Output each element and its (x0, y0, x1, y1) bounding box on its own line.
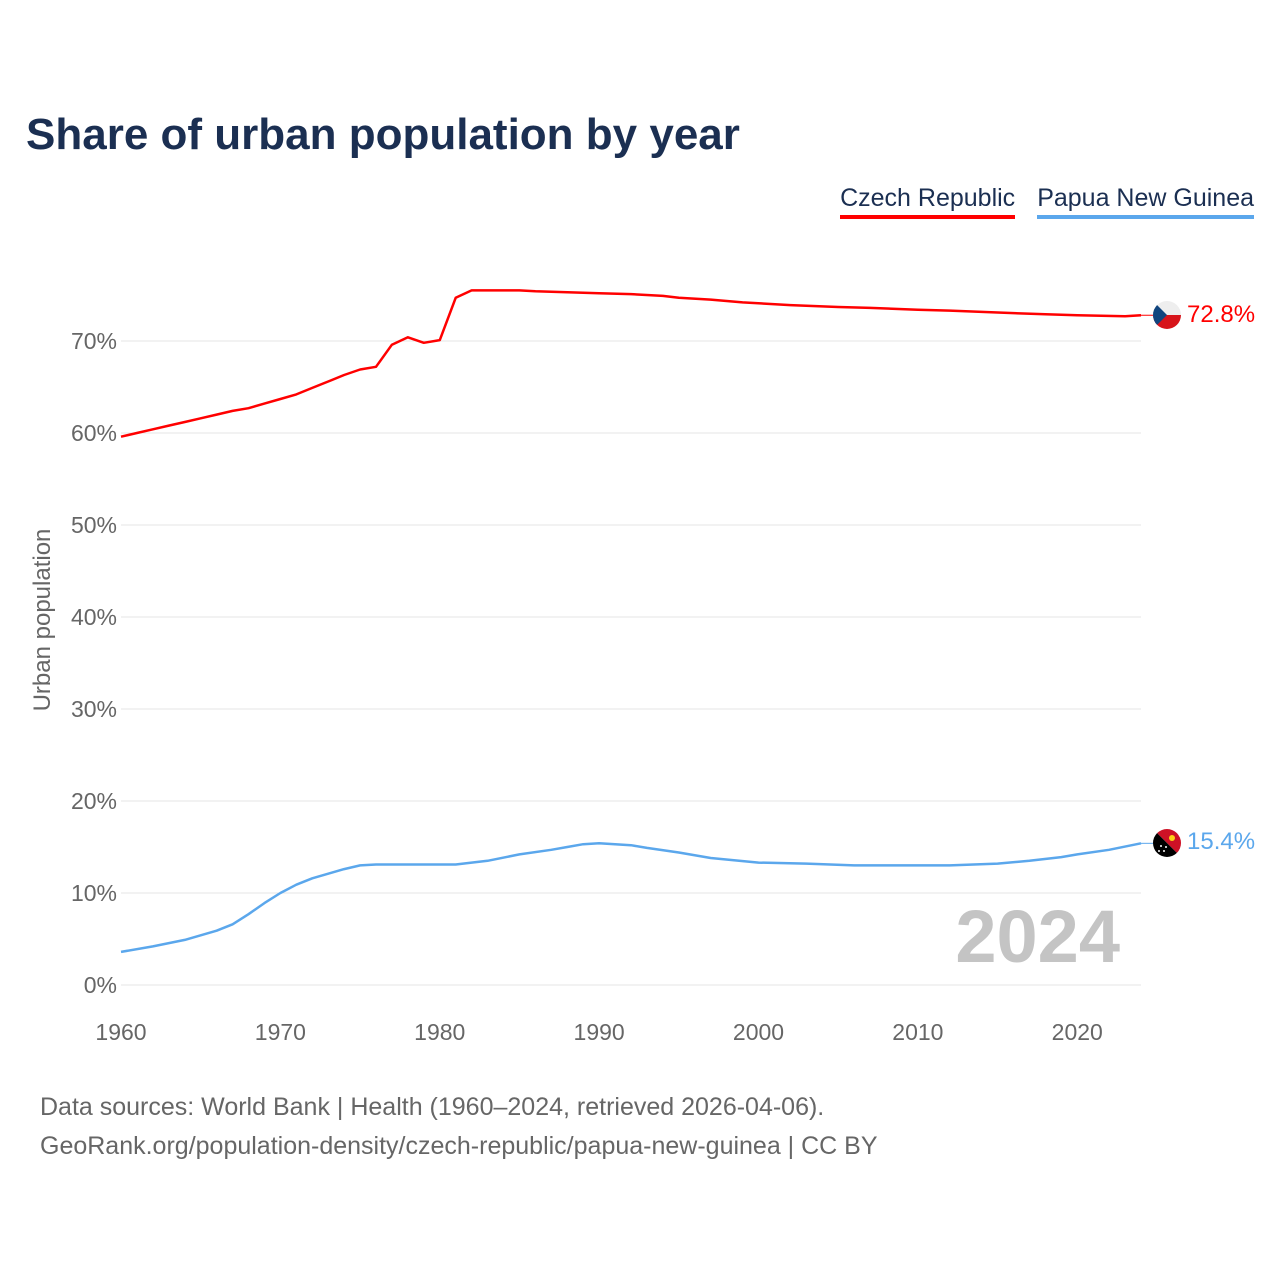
series-line-czech-republic (120, 289, 1142, 438)
year-watermark: 2024 (955, 895, 1120, 978)
y-tick-label: 60% (71, 420, 117, 446)
y-tick-label: 50% (71, 512, 117, 538)
papua-new-guinea-flag-icon (1153, 829, 1181, 857)
y-axis-label: Urban population (29, 529, 56, 712)
end-label-papua-new-guinea: 15.4% (1187, 828, 1255, 855)
y-tick-label: 70% (71, 328, 117, 354)
data-source-note: Data sources: World Bank | Health (1960–… (40, 1093, 825, 1121)
y-tick-label: 10% (71, 880, 117, 906)
y-tick-label: 40% (71, 604, 117, 630)
x-tick-label: 2000 (733, 1019, 784, 1045)
legend-czech-republic[interactable]: Czech Republic (840, 184, 1016, 219)
x-tick-label: 1990 (574, 1019, 625, 1045)
end-label-czech-republic: 72.8% (1187, 301, 1255, 328)
legend: Czech Republic Papua New Guinea (840, 184, 1254, 219)
y-tick-label: 30% (71, 696, 117, 722)
legend-papua-new-guinea[interactable]: Papua New Guinea (1037, 184, 1254, 219)
series-line-papua-new-guinea (120, 842, 1142, 954)
x-tick-label: 1960 (95, 1019, 146, 1045)
chart-title: Share of urban population by year (26, 110, 740, 159)
x-tick-label: 2020 (1052, 1019, 1103, 1045)
y-tick-label: 0% (84, 972, 117, 998)
y-tick-label: 20% (71, 788, 117, 814)
x-tick-label: 1970 (255, 1019, 306, 1045)
x-tick-label: 1980 (414, 1019, 465, 1045)
czech-flag-icon (1153, 301, 1181, 329)
source-link[interactable]: GeoRank.org/population-density/czech-rep… (40, 1132, 878, 1160)
footer: Data sources: World Bank | Health (1960–… (40, 1088, 878, 1166)
x-tick-label: 2010 (892, 1019, 943, 1045)
